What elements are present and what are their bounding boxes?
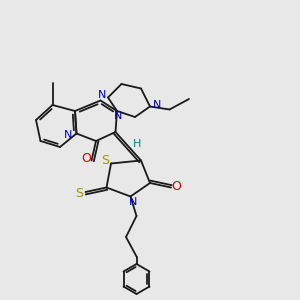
Text: O: O bbox=[81, 152, 91, 166]
Text: S: S bbox=[75, 187, 83, 200]
Text: O: O bbox=[172, 179, 181, 193]
Text: H: H bbox=[133, 139, 141, 149]
Text: N: N bbox=[98, 90, 106, 100]
Text: N: N bbox=[114, 111, 123, 122]
Text: N: N bbox=[129, 197, 137, 207]
Text: N: N bbox=[152, 100, 161, 110]
Text: S: S bbox=[101, 154, 109, 167]
Text: N: N bbox=[64, 130, 72, 140]
